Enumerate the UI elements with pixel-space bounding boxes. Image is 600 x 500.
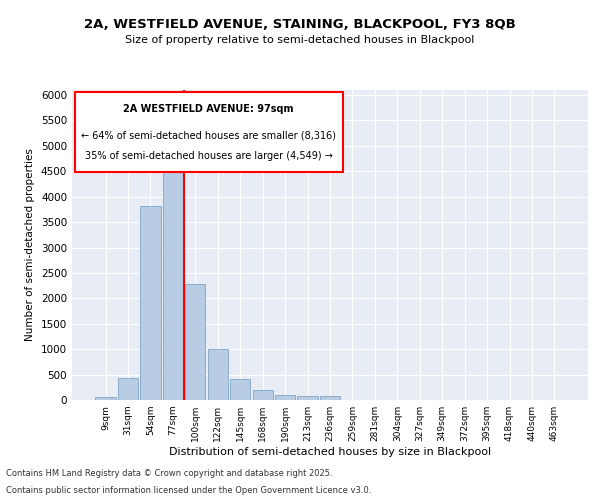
Text: 35% of semi-detached houses are larger (4,549) →: 35% of semi-detached houses are larger (… (85, 151, 332, 161)
Bar (320, 396, 340, 400)
Bar (140, 206, 161, 400)
Text: Contains HM Land Registry data © Crown copyright and database right 2025.: Contains HM Land Registry data © Crown c… (6, 468, 332, 477)
Bar (95, 398, 116, 400)
Bar (208, 349, 228, 400)
X-axis label: Distribution of semi-detached houses by size in Blackpool: Distribution of semi-detached houses by … (169, 447, 491, 457)
Text: Contains public sector information licensed under the Open Government Licence v3: Contains public sector information licen… (6, 486, 371, 495)
FancyBboxPatch shape (74, 92, 343, 172)
Text: 2A, WESTFIELD AVENUE, STAINING, BLACKPOOL, FY3 8QB: 2A, WESTFIELD AVENUE, STAINING, BLACKPOO… (84, 18, 516, 30)
Text: Size of property relative to semi-detached houses in Blackpool: Size of property relative to semi-detach… (125, 35, 475, 45)
Y-axis label: Number of semi-detached properties: Number of semi-detached properties (25, 148, 35, 342)
Text: 2A WESTFIELD AVENUE: 97sqm: 2A WESTFIELD AVENUE: 97sqm (124, 104, 294, 115)
Bar (298, 396, 317, 400)
Bar (253, 390, 273, 400)
Bar (230, 379, 250, 400)
Bar (185, 284, 205, 400)
Bar (275, 395, 295, 400)
Bar (163, 162, 183, 400)
Bar (118, 378, 138, 400)
Text: ← 64% of semi-detached houses are smaller (8,316): ← 64% of semi-detached houses are smalle… (81, 131, 336, 141)
